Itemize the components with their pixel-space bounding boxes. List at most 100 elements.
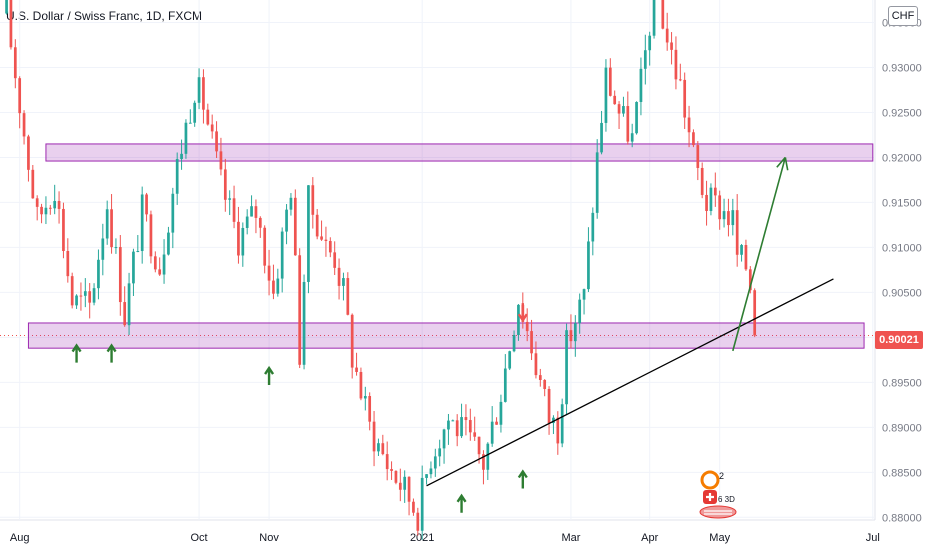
price-tick-label: 0.91500: [882, 197, 922, 209]
candle-body: [604, 67, 608, 123]
candle-body: [381, 443, 385, 455]
candle-body: [578, 299, 582, 324]
candle-body: [132, 251, 135, 284]
candle-body: [48, 207, 52, 209]
candle-body: [79, 295, 83, 297]
candle-body: [600, 122, 603, 153]
candle-body: [202, 77, 205, 110]
candle-body: [342, 278, 345, 286]
price-tick-label: 0.88000: [882, 512, 922, 524]
candle-body: [285, 209, 288, 232]
candle-body: [123, 302, 127, 326]
current-price-tag: 0.90021: [875, 331, 923, 349]
candle-body: [267, 265, 271, 281]
candle-body: [486, 443, 490, 470]
candle-body: [652, 0, 656, 36]
resistance-zone: [45, 143, 874, 162]
candle-body: [433, 456, 437, 469]
candle-body: [425, 474, 428, 478]
candle-body: [626, 106, 630, 142]
candle-body: [700, 167, 704, 195]
candle-body: [149, 214, 153, 257]
price-tick-label: 0.90500: [882, 287, 922, 299]
candle-body: [438, 448, 442, 457]
support-zone: [27, 322, 865, 349]
candle-body: [263, 227, 267, 266]
candle-body: [674, 49, 678, 80]
candle-body: [390, 469, 393, 471]
candle-body: [582, 289, 586, 300]
candle-body: [193, 102, 197, 123]
candle-body: [228, 198, 232, 200]
candle-body: [613, 95, 617, 105]
candle-body: [280, 231, 284, 279]
time-tick-label: Oct: [191, 532, 208, 544]
candle-body: [455, 420, 459, 437]
candle-body: [464, 417, 468, 421]
candle-body: [276, 278, 280, 294]
candle-body: [110, 209, 113, 248]
trendline: [426, 278, 834, 487]
candle-body: [503, 368, 507, 402]
candle-body: [709, 187, 713, 212]
candle-body: [407, 476, 411, 502]
candle-body: [346, 278, 350, 315]
candle-body: [293, 197, 297, 256]
candle-body: [595, 152, 599, 213]
candle-body: [210, 124, 214, 132]
candle-body: [162, 254, 166, 275]
candle-body: [385, 454, 389, 470]
candle-body: [359, 371, 363, 399]
candle-body: [254, 206, 258, 218]
up-arrow-icon: [264, 365, 275, 386]
candle-body: [394, 470, 398, 483]
candle-body: [241, 227, 245, 256]
candle-body: [245, 216, 249, 228]
candle-body: [66, 251, 70, 277]
currency-unit-label[interactable]: CHF: [888, 6, 918, 26]
candle-body: [442, 429, 446, 449]
candle-body: [206, 109, 210, 125]
candle-body: [403, 476, 407, 490]
candle-body: [272, 280, 275, 294]
candle-body: [622, 106, 625, 114]
candle-body: [62, 208, 65, 252]
candle-body: [552, 417, 555, 424]
candle-body: [57, 200, 61, 209]
up-arrow-icon: [106, 343, 117, 363]
candle-body: [753, 290, 757, 336]
candle-body: [573, 323, 577, 342]
candle-body: [696, 145, 700, 168]
candle-body: [167, 232, 170, 255]
candle-body: [118, 247, 122, 303]
price-tick-label: 0.93000: [882, 62, 922, 74]
svg-text:6 3D: 6 3D: [718, 495, 735, 504]
time-tick-label: Nov: [259, 532, 279, 544]
down-arrow-icon: [517, 303, 528, 323]
candle-body: [97, 259, 100, 289]
candle-body: [731, 210, 735, 226]
target-arrow-head: [776, 156, 786, 168]
candle-body: [468, 420, 472, 433]
logo-icon: 2 6 3D: [698, 470, 744, 520]
candle-body: [499, 401, 503, 425]
candle-body: [250, 206, 253, 217]
candle-body: [429, 468, 433, 475]
candle-body: [718, 195, 722, 220]
candle-body: [744, 245, 748, 270]
candle-body: [661, 0, 665, 29]
candle-body: [27, 136, 30, 170]
price-tick-label: 0.88500: [882, 467, 922, 479]
candle-body: [184, 122, 188, 154]
candle-body: [727, 211, 730, 226]
candle-body: [587, 241, 590, 290]
candle-body: [748, 269, 752, 291]
candle-body: [298, 255, 302, 365]
candle-body: [171, 193, 175, 233]
candle-body: [355, 367, 358, 372]
time-tick-label: Apr: [641, 532, 658, 544]
candle-body: [495, 421, 498, 425]
candle-body: [158, 269, 162, 275]
